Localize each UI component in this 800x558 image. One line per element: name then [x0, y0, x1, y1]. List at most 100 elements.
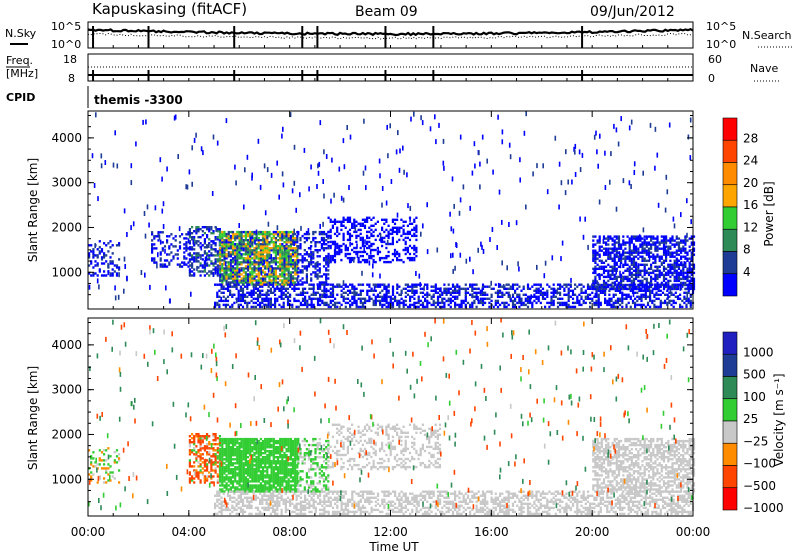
- heatmap-cell: [360, 251, 362, 253]
- heatmap-cell: [499, 304, 501, 306]
- heatmap-cell: [212, 230, 214, 232]
- heatmap-cell: [514, 304, 516, 306]
- heatmap-cell: [358, 306, 360, 308]
- heatmap-cell: [289, 300, 291, 302]
- heatmap-cell: [189, 268, 191, 270]
- heatmap-cell: [92, 473, 94, 475]
- heatmap-cell: [290, 253, 292, 255]
- heatmap-cell: [629, 180, 631, 185]
- heatmap-cell: [392, 253, 394, 255]
- heatmap-cell: [682, 284, 684, 286]
- heatmap-cell: [629, 284, 631, 286]
- heatmap-cell: [292, 277, 294, 279]
- heatmap-cell: [107, 467, 109, 469]
- heatmap-cell: [415, 217, 417, 219]
- heatmap-cell: [336, 294, 338, 296]
- heatmap-cell: [597, 268, 599, 270]
- heatmap-cell: [189, 169, 191, 174]
- heatmap-cell: [103, 481, 105, 483]
- heatmap-cell: [411, 304, 413, 306]
- heatmap-cell: [212, 469, 214, 471]
- heatmap-cell: [362, 298, 364, 300]
- heatmap-cell: [644, 284, 646, 286]
- heatmap-cell: [193, 447, 195, 449]
- heatmap-cell: [388, 225, 390, 227]
- heatmap-cell: [217, 457, 219, 459]
- heatmap-cell: [635, 272, 637, 274]
- heatmap-cell: [648, 282, 650, 284]
- heatmap-cell: [330, 255, 332, 257]
- heatmap-cell: [185, 233, 187, 235]
- heatmap-cell: [294, 145, 296, 150]
- heatmap-cell: [306, 251, 308, 253]
- heatmap-cell: [646, 264, 648, 266]
- heatmap-cell: [349, 304, 351, 306]
- heatmap-cell: [411, 257, 413, 259]
- heatmap-cell: [255, 292, 257, 294]
- heatmap-cell: [234, 165, 236, 170]
- heatmap-cell: [277, 261, 279, 263]
- heatmap-cell: [631, 250, 633, 252]
- heatmap-cell: [670, 304, 672, 306]
- heatmap-cell: [288, 239, 290, 241]
- heatmap-cell: [669, 272, 671, 274]
- heatmap-cell: [655, 298, 657, 300]
- heatmap-cell: [195, 469, 197, 471]
- heatmap-cell: [492, 227, 494, 232]
- heatmap-cell: [230, 235, 232, 237]
- heatmap-cell: [649, 256, 651, 261]
- heatmap-cell: [212, 191, 214, 196]
- heatmap-cell: [630, 306, 632, 308]
- heatmap-cell: [399, 168, 401, 173]
- heatmap-cell: [228, 484, 230, 486]
- heatmap-cell: [219, 438, 221, 440]
- heatmap-cell: [256, 273, 258, 275]
- heatmap-cell: [362, 255, 364, 257]
- heatmap-cell: [643, 227, 645, 232]
- heatmap-cell: [206, 469, 208, 471]
- heatmap-cell: [419, 274, 421, 279]
- heatmap-cell: [603, 272, 605, 274]
- heatmap-cell: [306, 237, 308, 239]
- heatmap-cell: [523, 294, 525, 296]
- heatmap-cell: [92, 153, 94, 158]
- heatmap-cell: [97, 463, 99, 465]
- heatmap-cell: [234, 448, 236, 450]
- heatmap-cell: [510, 286, 512, 288]
- heatmap-cell: [168, 235, 170, 237]
- heatmap-cell: [386, 286, 388, 288]
- heatmap-cell: [230, 472, 232, 474]
- heatmap-cell: [245, 247, 247, 252]
- heatmap-cell: [332, 304, 334, 306]
- heatmap-cell: [351, 223, 353, 225]
- heatmap-cell: [383, 231, 385, 233]
- heatmap-cell: [427, 249, 429, 254]
- heatmap-cell: [183, 255, 185, 257]
- heatmap-cell: [230, 239, 232, 241]
- heatmap-cell: [251, 277, 253, 279]
- heatmap-cell: [271, 239, 273, 241]
- heatmap-cell: [291, 284, 293, 286]
- heatmap-cell: [629, 266, 631, 268]
- heatmap-cell: [220, 297, 222, 302]
- heatmap-cell: [97, 254, 99, 256]
- heatmap-cell: [685, 298, 687, 300]
- heatmap-cell: [251, 306, 253, 308]
- heatmap-cell: [334, 259, 336, 261]
- heatmap-cell: [204, 262, 206, 264]
- heatmap-cell: [103, 252, 105, 254]
- heatmap-cell: [238, 472, 240, 474]
- heatmap-cell: [116, 449, 118, 451]
- heatmap-cell: [609, 248, 611, 250]
- heatmap-cell: [145, 234, 147, 239]
- heatmap-cell: [308, 253, 310, 255]
- heatmap-cell: [633, 246, 635, 248]
- heatmap-cell: [491, 300, 493, 302]
- heatmap-cell: [631, 260, 633, 262]
- heatmap-cell: [448, 288, 450, 290]
- heatmap-cell: [585, 290, 587, 292]
- heatmap-cell: [118, 457, 120, 459]
- heatmap-cell: [243, 205, 245, 210]
- heatmap-cell: [294, 251, 296, 253]
- heatmap-cell: [247, 239, 249, 241]
